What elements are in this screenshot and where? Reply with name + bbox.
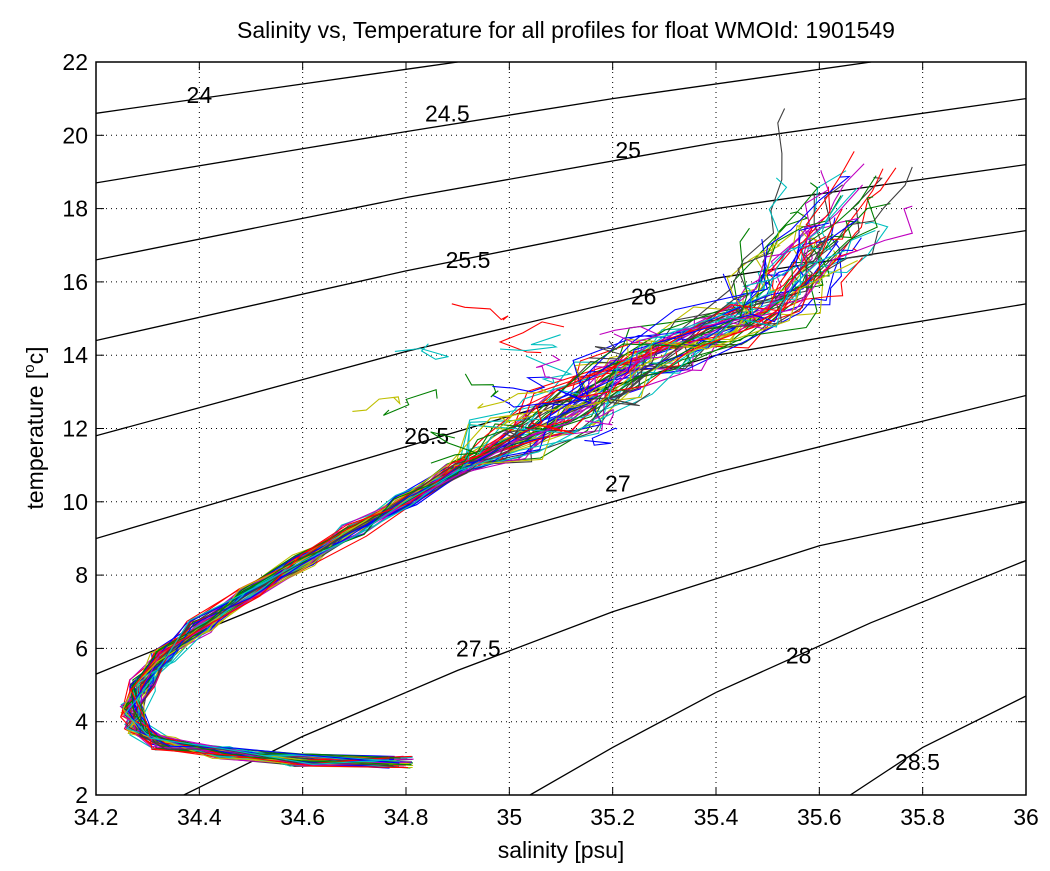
profile-line [143, 170, 847, 759]
density-contour-label: 27 [605, 470, 631, 496]
y-tick-label: 8 [75, 562, 88, 588]
profile-fragment [531, 419, 574, 435]
density-contour-line [183, 501, 1026, 795]
density-contour-label: 25 [615, 137, 641, 163]
profile-line [122, 260, 858, 766]
x-tick-label: 34.8 [384, 804, 429, 830]
grid [96, 62, 1026, 795]
profiles [119, 108, 914, 769]
density-contour-label: 24 [187, 82, 213, 108]
profile-line [123, 225, 813, 758]
profile-line [138, 194, 844, 766]
profile-fragment [492, 395, 594, 408]
profile-fragment [451, 303, 509, 321]
y-tick-label: 2 [75, 782, 88, 808]
x-tick-label: 34.2 [74, 804, 119, 830]
density-contour-line [96, 303, 1026, 540]
profile-line [131, 187, 858, 768]
y-tick-label: 14 [62, 342, 88, 368]
profile-line [131, 108, 786, 761]
profile-fragment [525, 355, 573, 384]
x-tick-label: 35.4 [694, 804, 739, 830]
density-contour-label: 24.5 [425, 100, 470, 126]
profile-line [139, 251, 773, 766]
profile-line [126, 237, 800, 767]
y-tick-label: 20 [62, 122, 88, 148]
profile-fragment [394, 343, 449, 360]
profile-fragment [352, 396, 401, 412]
x-tick-label: 36 [1013, 804, 1039, 830]
x-tick-label: 35.2 [590, 804, 635, 830]
density-contour-label: 26.5 [404, 423, 449, 449]
profile-fragment [607, 392, 651, 407]
profile-fragment [492, 376, 550, 393]
y-axis-label-unit: c] [22, 346, 48, 364]
density-contour-label: 26 [631, 284, 657, 310]
profile-fragment [535, 354, 563, 381]
plot-area: 24 24.5 25 25.5 26 26.5 27 27.5 28 28.5 [95, 61, 1027, 796]
profile-fragment [430, 431, 477, 464]
density-contour-line [96, 97, 1026, 261]
profile-fragment [588, 340, 624, 360]
density-contours: 24 24.5 25 25.5 26 26.5 27 27.5 28 28.5 [96, 62, 1026, 795]
y-axis-label: temperature [oc] [21, 346, 48, 509]
profile-fragment [546, 389, 592, 423]
profile-fragment [477, 388, 550, 409]
density-contour-line [96, 229, 1026, 437]
profile-line [131, 227, 750, 766]
y-tick-label: 16 [62, 269, 88, 295]
profile-fragment [502, 429, 523, 439]
profile-line [141, 281, 773, 761]
y-axis-label-sup: o [21, 364, 38, 372]
profile-line [138, 214, 818, 765]
y-tick-label: 22 [62, 49, 88, 75]
x-tick-label: 34.4 [177, 804, 222, 830]
x-axis: 34.2 34.4 34.6 34.8 35 35.2 35.4 35.6 35.8 36 [74, 62, 1039, 830]
y-tick-label: 4 [75, 709, 88, 735]
y-tick-label: 12 [62, 416, 88, 442]
x-tick-label: 35.8 [900, 804, 945, 830]
density-contour-label: 27.5 [456, 635, 501, 661]
profile-fragment [496, 414, 534, 430]
profile-line [124, 256, 822, 765]
profile-line [128, 257, 863, 767]
profile-fragment [498, 321, 565, 354]
profile-line [132, 151, 855, 761]
x-axis-label: salinity [psu] [498, 837, 625, 863]
profile-line [127, 222, 830, 764]
density-contour-line [96, 163, 1026, 342]
profile-fragment [599, 325, 661, 344]
profile-fragment [584, 427, 618, 446]
x-tick-label: 34.6 [280, 804, 325, 830]
chart-title: Salinity vs, Temperature for all profile… [237, 17, 895, 43]
profile-fragment [500, 334, 561, 352]
density-contour-label: 28 [786, 643, 812, 669]
density-contour-line [529, 559, 1026, 795]
density-contour-line [96, 62, 872, 184]
density-contour-line [96, 394, 1026, 675]
y-tick-label: 6 [75, 635, 88, 661]
x-tick-label: 35 [497, 804, 523, 830]
density-contour-label: 25.5 [446, 247, 491, 273]
x-tick-label: 35.6 [797, 804, 842, 830]
density-contour-line [96, 62, 458, 114]
profile-fragment [464, 373, 499, 398]
profile-line [131, 232, 794, 769]
profile-line [120, 208, 843, 765]
profile-fragment [383, 388, 438, 416]
profile-fragment [585, 408, 614, 426]
density-contour-line [849, 695, 1026, 795]
profile-line [124, 211, 809, 763]
y-axis-label-main: temperature [ [22, 372, 48, 509]
density-contour-label: 28.5 [895, 749, 940, 775]
profile-line [138, 239, 773, 763]
y-tick-label: 18 [62, 196, 88, 222]
y-tick-label: 10 [62, 489, 88, 515]
profile-line [128, 186, 831, 766]
